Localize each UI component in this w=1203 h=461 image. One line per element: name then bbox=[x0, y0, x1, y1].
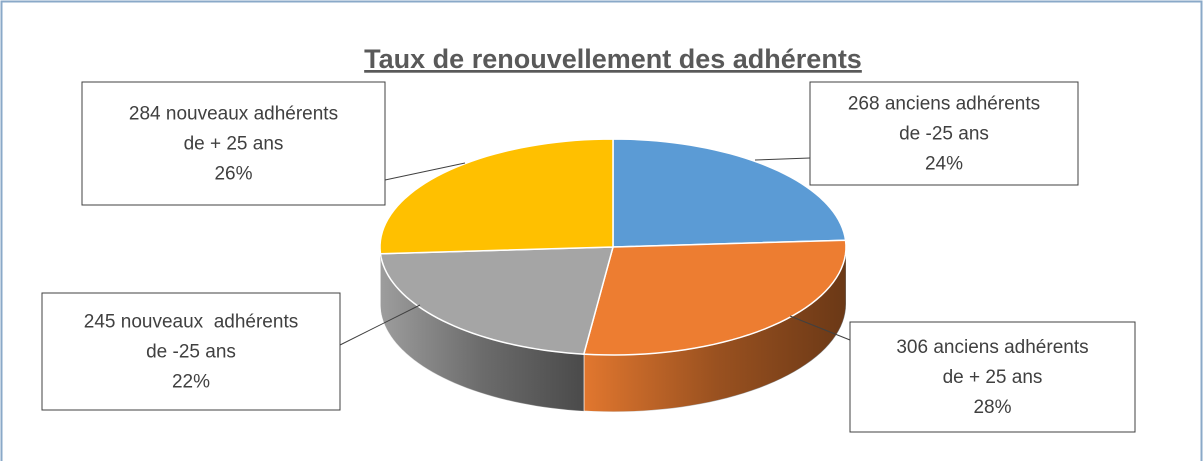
data-label-line: 284 nouveaux adhérents bbox=[129, 104, 338, 125]
category: anciens adhérents bbox=[933, 337, 1088, 358]
data-label: 24% bbox=[925, 154, 963, 175]
leader-line bbox=[754, 157, 811, 161]
callout-box bbox=[849, 321, 1136, 433]
chart-title: Taux de renouvellement des adhérents bbox=[364, 44, 862, 74]
slice-side-shade bbox=[380, 253, 584, 412]
count: 284 bbox=[129, 104, 161, 125]
data-label-line: de -25 ans bbox=[146, 342, 236, 363]
leader-line bbox=[384, 162, 466, 181]
slice-side-shade bbox=[583, 247, 846, 412]
data-label: 22% bbox=[172, 372, 210, 393]
data-label-line: de -25 ans bbox=[899, 124, 989, 145]
leader-line bbox=[789, 315, 851, 341]
category: anciens adhérents bbox=[885, 94, 1040, 115]
data-label-line: 245 nouveaux adhérents bbox=[84, 312, 298, 333]
callout-box bbox=[809, 81, 1079, 186]
slice bbox=[379, 138, 614, 255]
slice bbox=[612, 138, 847, 248]
count: 306 bbox=[896, 337, 928, 358]
data-label-line: de + 25 ans bbox=[943, 367, 1043, 388]
data-label-line: 268 anciens adhérents bbox=[848, 94, 1040, 115]
callout-box bbox=[41, 292, 341, 411]
count: 268 bbox=[848, 94, 880, 115]
slice bbox=[582, 239, 847, 356]
category: nouveaux adhérents bbox=[121, 312, 298, 333]
data-label-line: 306 anciens adhérents bbox=[896, 337, 1088, 358]
data-label-line: de + 25 ans bbox=[184, 134, 284, 155]
count: 245 bbox=[84, 312, 116, 333]
callouts: 268 anciens adhérents de -25 ans 24% 306 an… bbox=[41, 81, 1136, 433]
leader-line bbox=[339, 304, 421, 346]
data-label: 26% bbox=[214, 164, 252, 185]
category: nouveaux adhérents bbox=[166, 104, 338, 125]
pie bbox=[379, 138, 847, 413]
data-label: 28% bbox=[973, 397, 1011, 418]
slice bbox=[379, 246, 614, 355]
callout-box bbox=[81, 81, 386, 206]
